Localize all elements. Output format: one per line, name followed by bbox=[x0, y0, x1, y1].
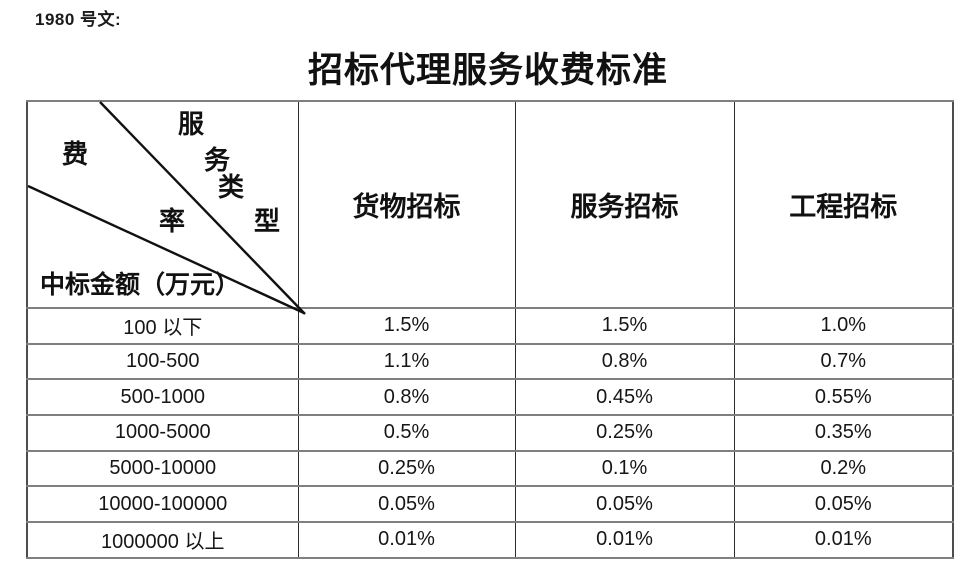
fee-cell: 1.5% bbox=[297, 307, 516, 345]
fee-cell: 0.8% bbox=[514, 342, 735, 381]
fee-cell: 0.25% bbox=[514, 414, 735, 452]
fee-cell: 0.35% bbox=[733, 414, 954, 452]
row-label: 100 以下 bbox=[26, 307, 299, 345]
row-label: 500-1000 bbox=[26, 378, 299, 417]
fee-cell: 0.25% bbox=[297, 449, 516, 488]
corner-service-type-char: 型 bbox=[254, 207, 281, 236]
fee-table: 服 务 类 型 费 率 中标金额（万元） 货物招标 服务招标 工程招标 100 … bbox=[26, 100, 954, 559]
table-row: 10000-100000 0.05% 0.05% 0.05% bbox=[26, 485, 954, 524]
table-row: 100-500 1.1% 0.8% 0.7% bbox=[26, 342, 954, 381]
fee-cell: 0.1% bbox=[514, 449, 735, 488]
fee-cell: 0.05% bbox=[514, 485, 735, 524]
table-row: 500-1000 0.8% 0.45% 0.55% bbox=[26, 378, 954, 417]
column-header-service-bidding: 服务招标 bbox=[514, 100, 735, 309]
corner-service-type-char: 务 bbox=[204, 146, 231, 175]
row-label: 1000-5000 bbox=[26, 414, 299, 452]
page-title: 招标代理服务收费标准 bbox=[307, 51, 668, 90]
table-row: 100 以下 1.5% 1.5% 1.0% bbox=[26, 307, 954, 345]
diagonal-divider-lines bbox=[27, 101, 306, 315]
corner-service-type-char: 服 bbox=[178, 110, 205, 139]
table-row: 1000000 以上 0.01% 0.01% 0.01% bbox=[26, 521, 954, 559]
table-corner-cell: 服 务 类 型 费 率 中标金额（万元） bbox=[26, 100, 306, 315]
corner-amount-label: 中标金额（万元） bbox=[40, 272, 241, 299]
table-row: 1000-5000 0.5% 0.25% 0.35% bbox=[26, 414, 954, 452]
fee-cell: 0.01% bbox=[297, 521, 516, 559]
fee-cell: 1.1% bbox=[297, 342, 516, 381]
row-label: 5000-10000 bbox=[26, 449, 299, 488]
row-label: 100-500 bbox=[26, 342, 299, 381]
fee-cell: 0.05% bbox=[733, 485, 954, 524]
fee-cell: 0.8% bbox=[297, 378, 516, 417]
table-row: 5000-10000 0.25% 0.1% 0.2% bbox=[26, 449, 954, 488]
fee-cell: 0.7% bbox=[733, 342, 954, 381]
corner-fee-rate-char: 费 bbox=[62, 140, 89, 169]
row-label: 1000000 以上 bbox=[26, 521, 299, 559]
fee-cell: 0.01% bbox=[514, 521, 735, 559]
fee-cell: 0.55% bbox=[733, 378, 954, 417]
row-label: 10000-100000 bbox=[26, 485, 299, 524]
fee-cell: 0.5% bbox=[297, 414, 516, 452]
fee-cell: 1.0% bbox=[733, 307, 954, 345]
document-number: 1980 号文: bbox=[35, 10, 122, 29]
fee-cell: 0.05% bbox=[297, 485, 516, 524]
fee-cell: 0.01% bbox=[733, 521, 954, 559]
header-row: 服 务 类 型 费 率 中标金额（万元） 货物招标 服务招标 工程招标 bbox=[26, 100, 954, 315]
column-header-goods-bidding: 货物招标 bbox=[297, 100, 516, 309]
column-header-works-bidding: 工程招标 bbox=[733, 100, 954, 309]
corner-fee-rate-char: 率 bbox=[159, 207, 186, 236]
fee-cell: 0.45% bbox=[514, 378, 735, 417]
corner-service-type-char: 类 bbox=[218, 173, 245, 202]
fee-cell: 1.5% bbox=[514, 307, 735, 345]
fee-cell: 0.2% bbox=[733, 449, 954, 488]
